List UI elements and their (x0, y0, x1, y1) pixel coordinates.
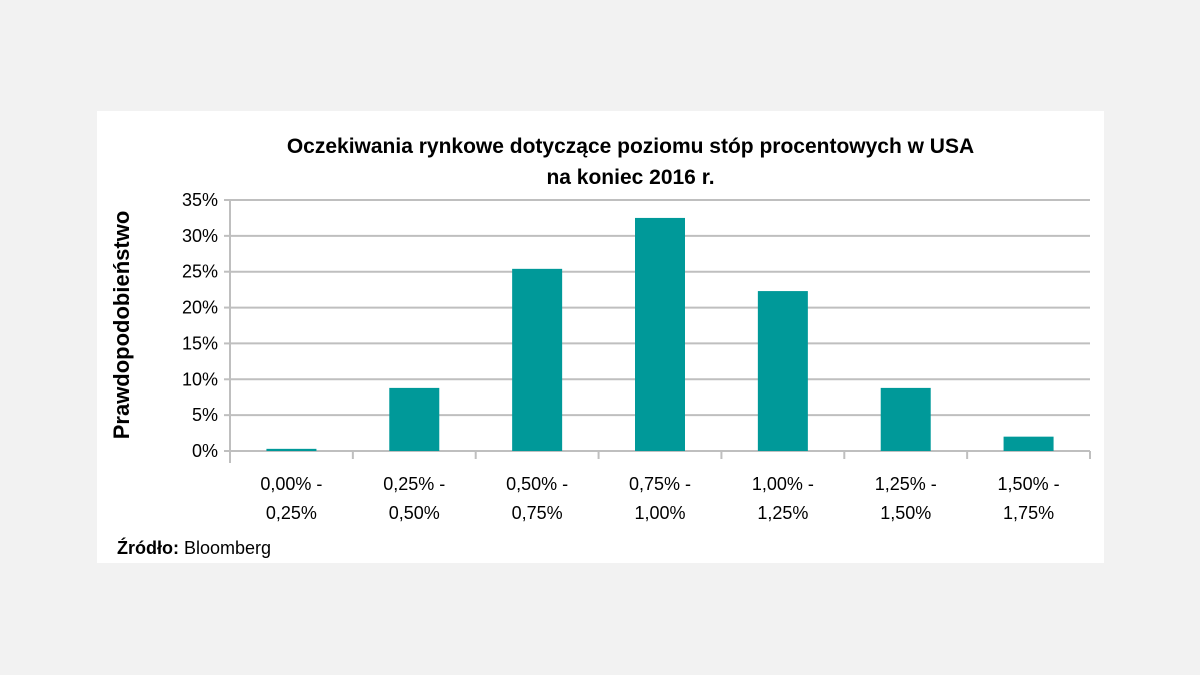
bar (389, 387, 440, 451)
y-tick-label: 30% (182, 226, 218, 246)
x-tick-label: 1,75% (1003, 503, 1054, 523)
x-tick-label: 1,00% - (752, 474, 814, 494)
y-tick-label: 25% (182, 262, 218, 282)
chart-title: Oczekiwania rynkowe dotyczące poziomu st… (97, 131, 1104, 193)
x-tick-label: 1,50% - (998, 474, 1060, 494)
x-tick-label: 0,00% - (260, 474, 322, 494)
chart-card (97, 111, 1104, 563)
bar (1003, 436, 1054, 451)
y-tick-label: 35% (182, 190, 218, 210)
x-tick-label: 0,50% (389, 503, 440, 523)
bar (635, 217, 685, 451)
y-tick-label: 20% (182, 298, 218, 318)
x-tick-label: 1,50% (880, 503, 931, 523)
bar (880, 387, 931, 451)
x-tick-label: 0,25% - (383, 474, 445, 494)
x-tick-label: 1,25% - (875, 474, 937, 494)
x-tick-label: 0,75% - (629, 474, 691, 494)
y-tick-label: 10% (182, 369, 218, 389)
title-line2: na koniec 2016 r. (546, 166, 715, 189)
x-tick-label: 0,50% - (506, 474, 568, 494)
x-tick-label: 1,00% (634, 503, 685, 523)
bar (266, 448, 317, 451)
source-value: Bloomberg (184, 538, 272, 558)
x-tick-label: 0,25% (266, 503, 317, 523)
bar (512, 268, 563, 451)
y-tick-label: 5% (192, 405, 218, 425)
x-tick-label: 1,25% (757, 503, 808, 523)
y-tick-label: 0% (192, 441, 218, 461)
y-tick-label: 15% (182, 333, 218, 353)
bar (757, 291, 808, 451)
source-label: Źródło: (117, 538, 179, 558)
x-tick-label: 0,75% (512, 503, 563, 523)
source-note: Źródło: Bloomberg (117, 538, 271, 559)
title-line1: Oczekiwania rynkowe dotyczące poziomu st… (286, 135, 975, 158)
